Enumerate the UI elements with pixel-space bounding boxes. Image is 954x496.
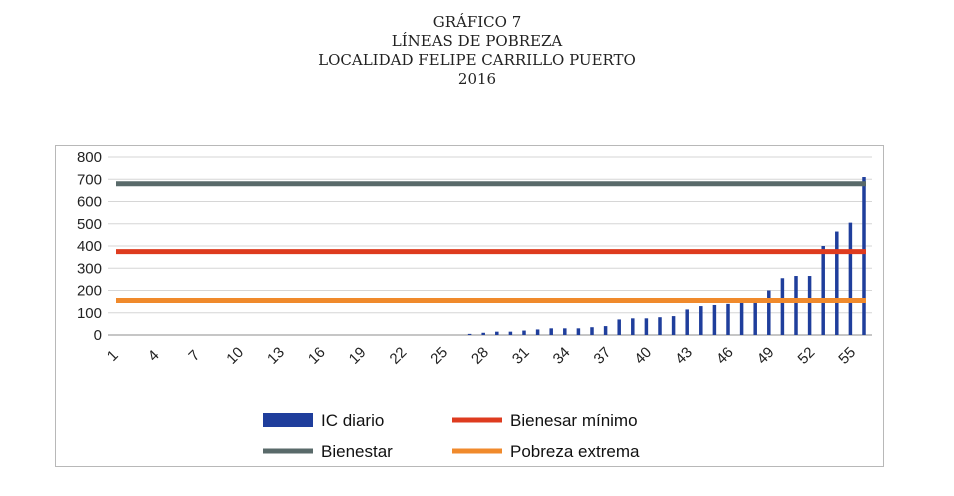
- bar-ic-diario: [835, 231, 839, 335]
- bar-ic-diario: [644, 318, 649, 335]
- bar-ic-diario: [467, 333, 472, 335]
- x-tick-label: 4: [145, 347, 163, 365]
- x-tick-label: 13: [264, 344, 288, 368]
- legend-label: Pobreza extrema: [510, 442, 640, 461]
- bar-ic-diario: [739, 302, 744, 335]
- bar-ic-diario: [617, 319, 621, 335]
- bar-ic-diario: [712, 304, 717, 335]
- title-line-3: LOCALIDAD FELIPE CARRILLO PUERTO: [318, 51, 636, 69]
- legend-label: Bienestar: [321, 442, 393, 461]
- bar-ic-diario: [794, 276, 798, 335]
- y-tick-label: 800: [77, 149, 102, 166]
- x-tick-label: 46: [713, 344, 737, 368]
- bar-ic-diario: [631, 318, 635, 335]
- x-tick-label: 55: [835, 344, 859, 368]
- x-tick-label: 1: [104, 347, 122, 365]
- x-tick-label: 31: [509, 344, 533, 368]
- y-tick-label: 300: [77, 260, 102, 277]
- x-tick-label: 16: [305, 344, 329, 368]
- legend-label: IC diario: [321, 411, 384, 430]
- bar-ic-diario: [603, 326, 608, 335]
- bar-ic-diario: [699, 306, 703, 335]
- bar-ic-diario: [848, 222, 853, 335]
- bar-ic-diario: [508, 331, 513, 335]
- x-tick-label: 37: [591, 344, 615, 368]
- bar-ic-diario: [685, 309, 689, 335]
- x-tick-label: 19: [346, 344, 370, 368]
- bar-ic-diario: [535, 329, 540, 335]
- y-tick-label: 600: [77, 194, 102, 211]
- bar-ic-diario: [807, 276, 812, 335]
- x-tick-label: 10: [223, 344, 247, 368]
- x-tick-label: 22: [387, 344, 411, 368]
- bar-ic-diario: [671, 316, 676, 335]
- bar-ic-diario: [658, 317, 662, 335]
- x-tick-label: 7: [185, 347, 203, 365]
- y-tick-label: 200: [77, 283, 102, 300]
- bar-ic-diario: [753, 301, 757, 335]
- y-tick-label: 400: [77, 238, 102, 255]
- bar-ic-diario: [522, 330, 526, 335]
- x-tick-label: 49: [754, 344, 778, 368]
- y-tick-label: 500: [77, 216, 102, 233]
- bar-ic-diario: [576, 328, 581, 335]
- title-line-1: GRÁFICO 7: [432, 13, 522, 31]
- x-tick-label: 52: [795, 344, 819, 368]
- bar-ic-diario: [780, 278, 785, 335]
- bar-ic-diario: [726, 303, 730, 335]
- y-tick-label: 700: [77, 171, 102, 188]
- legend-swatch: [263, 413, 313, 427]
- title-line-2: LÍNEAS DE POBREZA: [391, 32, 563, 50]
- legend-label: Bienesar mínimo: [510, 411, 638, 430]
- bar-ic-diario: [495, 331, 499, 335]
- chart-frame: [55, 145, 884, 467]
- bar-ic-diario: [590, 327, 594, 335]
- bar-ic-diario: [821, 246, 825, 335]
- x-tick-label: 43: [672, 344, 696, 368]
- x-tick-label: 25: [427, 344, 451, 368]
- bar-ic-diario: [549, 328, 553, 335]
- y-tick-label: 100: [77, 305, 102, 322]
- bar-ic-diario: [767, 290, 771, 335]
- chart-title: GRÁFICO 7 LÍNEAS DE POBREZA LOCALIDAD FE…: [0, 13, 954, 89]
- bar-ic-diario: [563, 328, 567, 335]
- x-tick-label: 40: [631, 344, 655, 368]
- bar-ic-diario: [481, 332, 485, 335]
- title-line-4: 2016: [457, 70, 497, 88]
- x-tick-label: 34: [550, 344, 574, 368]
- bar-ic-diario: [862, 177, 866, 335]
- x-tick-label: 28: [468, 344, 492, 368]
- y-tick-label: 0: [94, 327, 102, 344]
